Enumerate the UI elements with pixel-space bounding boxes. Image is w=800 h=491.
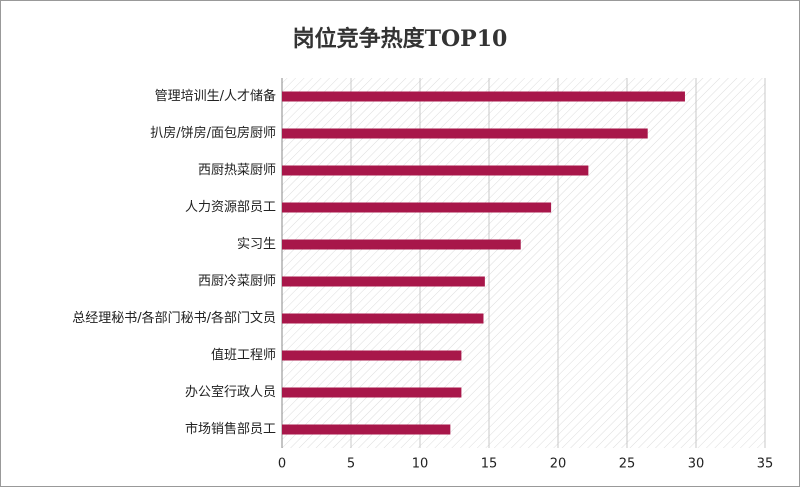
bar [282,313,484,324]
bar [282,239,521,250]
y-tick-label: 西厨热菜厨师 [198,163,276,178]
x-tick-label: 30 [688,457,705,472]
bar [282,202,552,213]
y-tick-label: 西厨冷菜厨师 [198,274,276,289]
bar [282,91,685,102]
y-tick-label: 总经理秘书/各部门秘书/各部门文员 [72,310,276,326]
y-tick-label: 扒房/饼房/面包房厨师 [150,125,276,141]
y-tick-label: 人力资源部员工 [185,200,276,215]
x-tick-label: 5 [347,457,355,472]
bar [282,387,462,398]
y-tick-label: 管理培训生/人才储备 [155,88,276,104]
x-tick-label: 10 [412,457,429,472]
bar [282,350,462,361]
y-tick-label: 办公室行政人员 [185,384,276,400]
x-tick-label: 20 [550,457,567,472]
bar [282,128,648,139]
y-tick-label: 实习生 [237,237,276,252]
x-tick-label: 0 [278,457,286,472]
x-tick-label: 35 [757,457,774,472]
bar [282,276,485,287]
x-tick-label: 15 [481,457,498,472]
bar [282,165,589,176]
bar [282,424,451,435]
y-tick-label: 市场销售部员工 [185,421,276,437]
x-tick-label: 25 [619,457,636,472]
y-tick-label: 值班工程师 [211,347,276,363]
chart-title: 岗位竞争热度TOP10 [293,26,508,52]
plot-area [282,78,765,448]
